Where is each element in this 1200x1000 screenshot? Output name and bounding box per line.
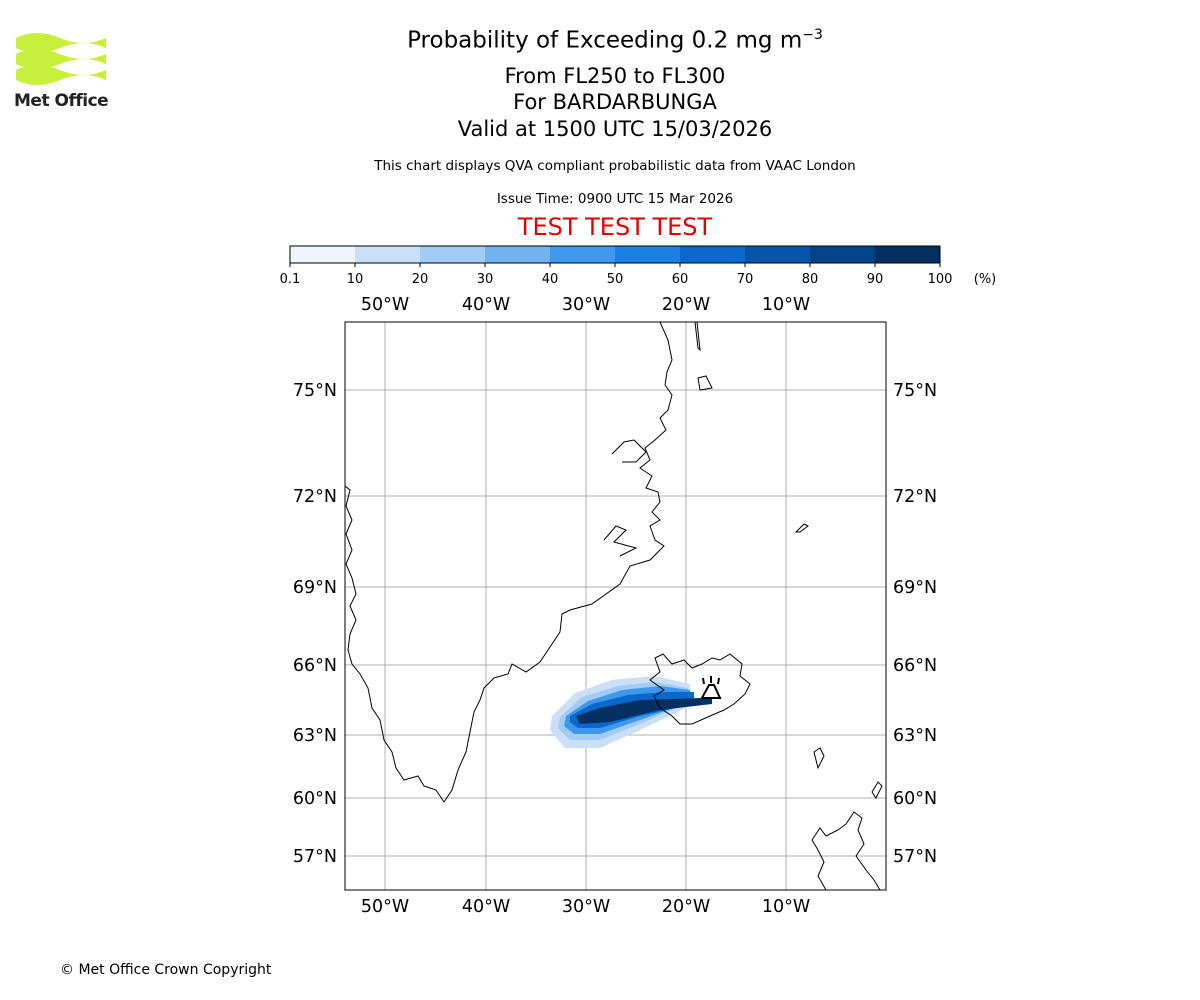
right-lat-label: 72°N bbox=[893, 487, 937, 507]
volcano-icon bbox=[700, 676, 722, 699]
title-text: Probability of Exceeding 0.2 mg m bbox=[407, 27, 803, 54]
volcano-name: For BARDARBUNGA bbox=[513, 90, 717, 114]
left-lat-label: 69°N bbox=[293, 578, 337, 598]
logo-text: Met Office bbox=[14, 91, 109, 111]
colorbar-tick-label: 20 bbox=[412, 272, 429, 287]
bottom-lon-label: 40°W bbox=[462, 897, 510, 917]
valid-time: Valid at 1500 UTC 15/03/2026 bbox=[457, 117, 773, 141]
met-office-logo bbox=[16, 33, 106, 85]
colorbar-tick-label: 10 bbox=[347, 272, 364, 287]
colorbar-cell bbox=[810, 246, 876, 263]
colorbar-tick-label: 50 bbox=[607, 272, 624, 287]
coastlines bbox=[345, 322, 883, 890]
colorbar-cell bbox=[485, 246, 551, 263]
left-lat-label: 60°N bbox=[293, 789, 337, 809]
colorbar-cell bbox=[680, 246, 746, 263]
map-panel bbox=[344, 321, 887, 891]
colorbar-cell bbox=[290, 246, 356, 263]
scotland-coast bbox=[811, 811, 881, 890]
bottom-lon-label: 20°W bbox=[662, 897, 710, 917]
shetland bbox=[871, 781, 883, 799]
left-lat-label: 63°N bbox=[293, 726, 337, 746]
greenland-island bbox=[694, 322, 701, 352]
colorbar-unit: (%) bbox=[974, 272, 997, 287]
axis-labels: 50°W 40°W 30°W 20°W 10°W 50°W 40°W 30°W 20°W 10°… bbox=[293, 295, 937, 917]
ash-plume bbox=[550, 676, 712, 748]
colorbar: 0.1 10 20 30 40 50 60 70 80 90 100 (%) bbox=[280, 245, 997, 287]
colorbar-tick-label: 60 bbox=[672, 272, 689, 287]
top-lon-label: 30°W bbox=[562, 295, 610, 315]
bottom-lon-label: 50°W bbox=[361, 897, 409, 917]
colorbar-tick-label: 40 bbox=[542, 272, 559, 287]
colorbar-cell bbox=[615, 246, 681, 263]
colorbar-cell bbox=[875, 246, 941, 263]
colorbar-tick-label: 90 bbox=[867, 272, 884, 287]
greenland-fjord-2 bbox=[611, 439, 647, 463]
greenland-island-2 bbox=[697, 375, 713, 391]
colorbar-cell bbox=[550, 246, 616, 263]
issue-time: Issue Time: 0900 UTC 15 Mar 2026 bbox=[496, 191, 734, 207]
top-lon-label: 40°W bbox=[462, 295, 510, 315]
top-lon-label: 10°W bbox=[762, 295, 810, 315]
right-lat-label: 75°N bbox=[893, 381, 937, 401]
left-lat-label: 57°N bbox=[293, 847, 337, 867]
colorbar-cell bbox=[420, 246, 486, 263]
right-lat-label: 63°N bbox=[893, 726, 937, 746]
colorbar-tick-label: 70 bbox=[737, 272, 754, 287]
copyright: © Met Office Crown Copyright bbox=[60, 962, 272, 978]
level-range: From FL250 to FL300 bbox=[504, 64, 726, 88]
iceland-coast bbox=[649, 653, 751, 725]
right-lat-label: 60°N bbox=[893, 789, 937, 809]
top-lon-label: 20°W bbox=[662, 295, 710, 315]
right-lat-label: 69°N bbox=[893, 578, 937, 598]
left-lat-label: 72°N bbox=[293, 487, 337, 507]
greenland-coast bbox=[345, 322, 673, 803]
left-lat-label: 75°N bbox=[293, 381, 337, 401]
colorbar-tick-label: 80 bbox=[802, 272, 819, 287]
colorbar-cell bbox=[745, 246, 811, 263]
greenland-fjord-1 bbox=[603, 525, 638, 557]
colorbar-tick-label: 100 bbox=[928, 272, 953, 287]
faroe-islands bbox=[813, 747, 825, 770]
title-exponent: −3 bbox=[802, 27, 823, 43]
top-lon-label: 50°W bbox=[361, 295, 409, 315]
right-lat-label: 57°N bbox=[893, 847, 937, 867]
chart-title: Probability of Exceeding 0.2 mg m−3 bbox=[0, 27, 1200, 54]
colorbar-tick-label: 30 bbox=[477, 272, 494, 287]
right-lat-label: 66°N bbox=[893, 656, 937, 676]
chart-description: This chart displays QVA compliant probab… bbox=[374, 158, 856, 174]
colorbar-cell bbox=[355, 246, 421, 263]
test-banner: TEST TEST TEST bbox=[517, 213, 713, 241]
colorbar-tick-label: 0.1 bbox=[280, 272, 301, 287]
bottom-lon-label: 10°W bbox=[762, 897, 810, 917]
jan-mayen bbox=[794, 523, 809, 533]
bottom-lon-label: 30°W bbox=[562, 897, 610, 917]
gridlines bbox=[345, 322, 886, 890]
left-lat-label: 66°N bbox=[293, 656, 337, 676]
